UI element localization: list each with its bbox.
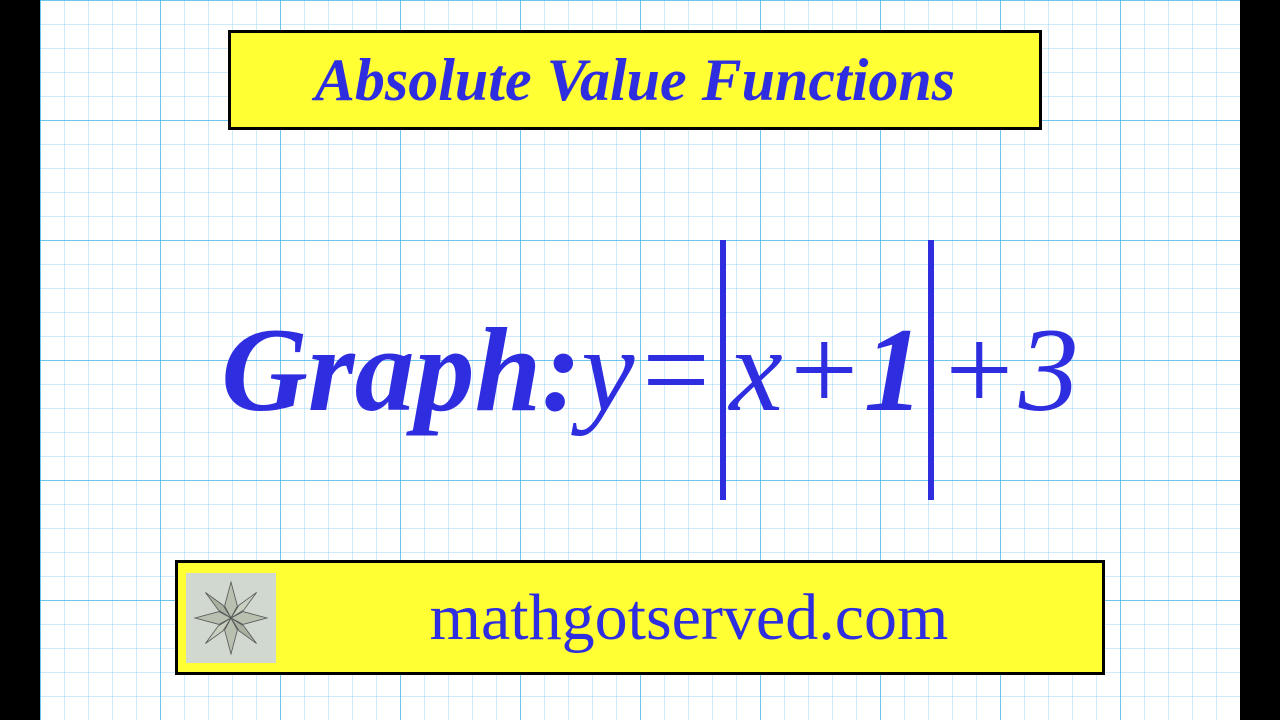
equation: Graph: y = x + 1 + 3: [100, 230, 1200, 510]
graph-paper: Absolute Value Functions Graph: y = x + …: [40, 0, 1240, 720]
abs-bar-right-icon: [928, 240, 934, 500]
equation-inner-const: 1: [864, 301, 924, 439]
equation-inner-x: x: [730, 301, 783, 439]
title-banner: Absolute Value Functions: [228, 30, 1042, 130]
equation-prefix: Graph:: [221, 301, 581, 439]
title-text: Absolute Value Functions: [315, 46, 955, 115]
equation-y: y: [581, 301, 634, 439]
equation-inner-op: +: [783, 301, 864, 439]
stellated-polyhedron-icon: [186, 573, 276, 663]
equation-outer-op: +: [938, 301, 1019, 439]
equation-outer-const: 3: [1019, 301, 1079, 439]
abs-bar-left-icon: [720, 240, 726, 500]
footer-banner: mathgotserved.com: [175, 560, 1105, 675]
footer-text: mathgotserved.com: [296, 580, 1102, 656]
equation-equals: =: [635, 301, 716, 439]
